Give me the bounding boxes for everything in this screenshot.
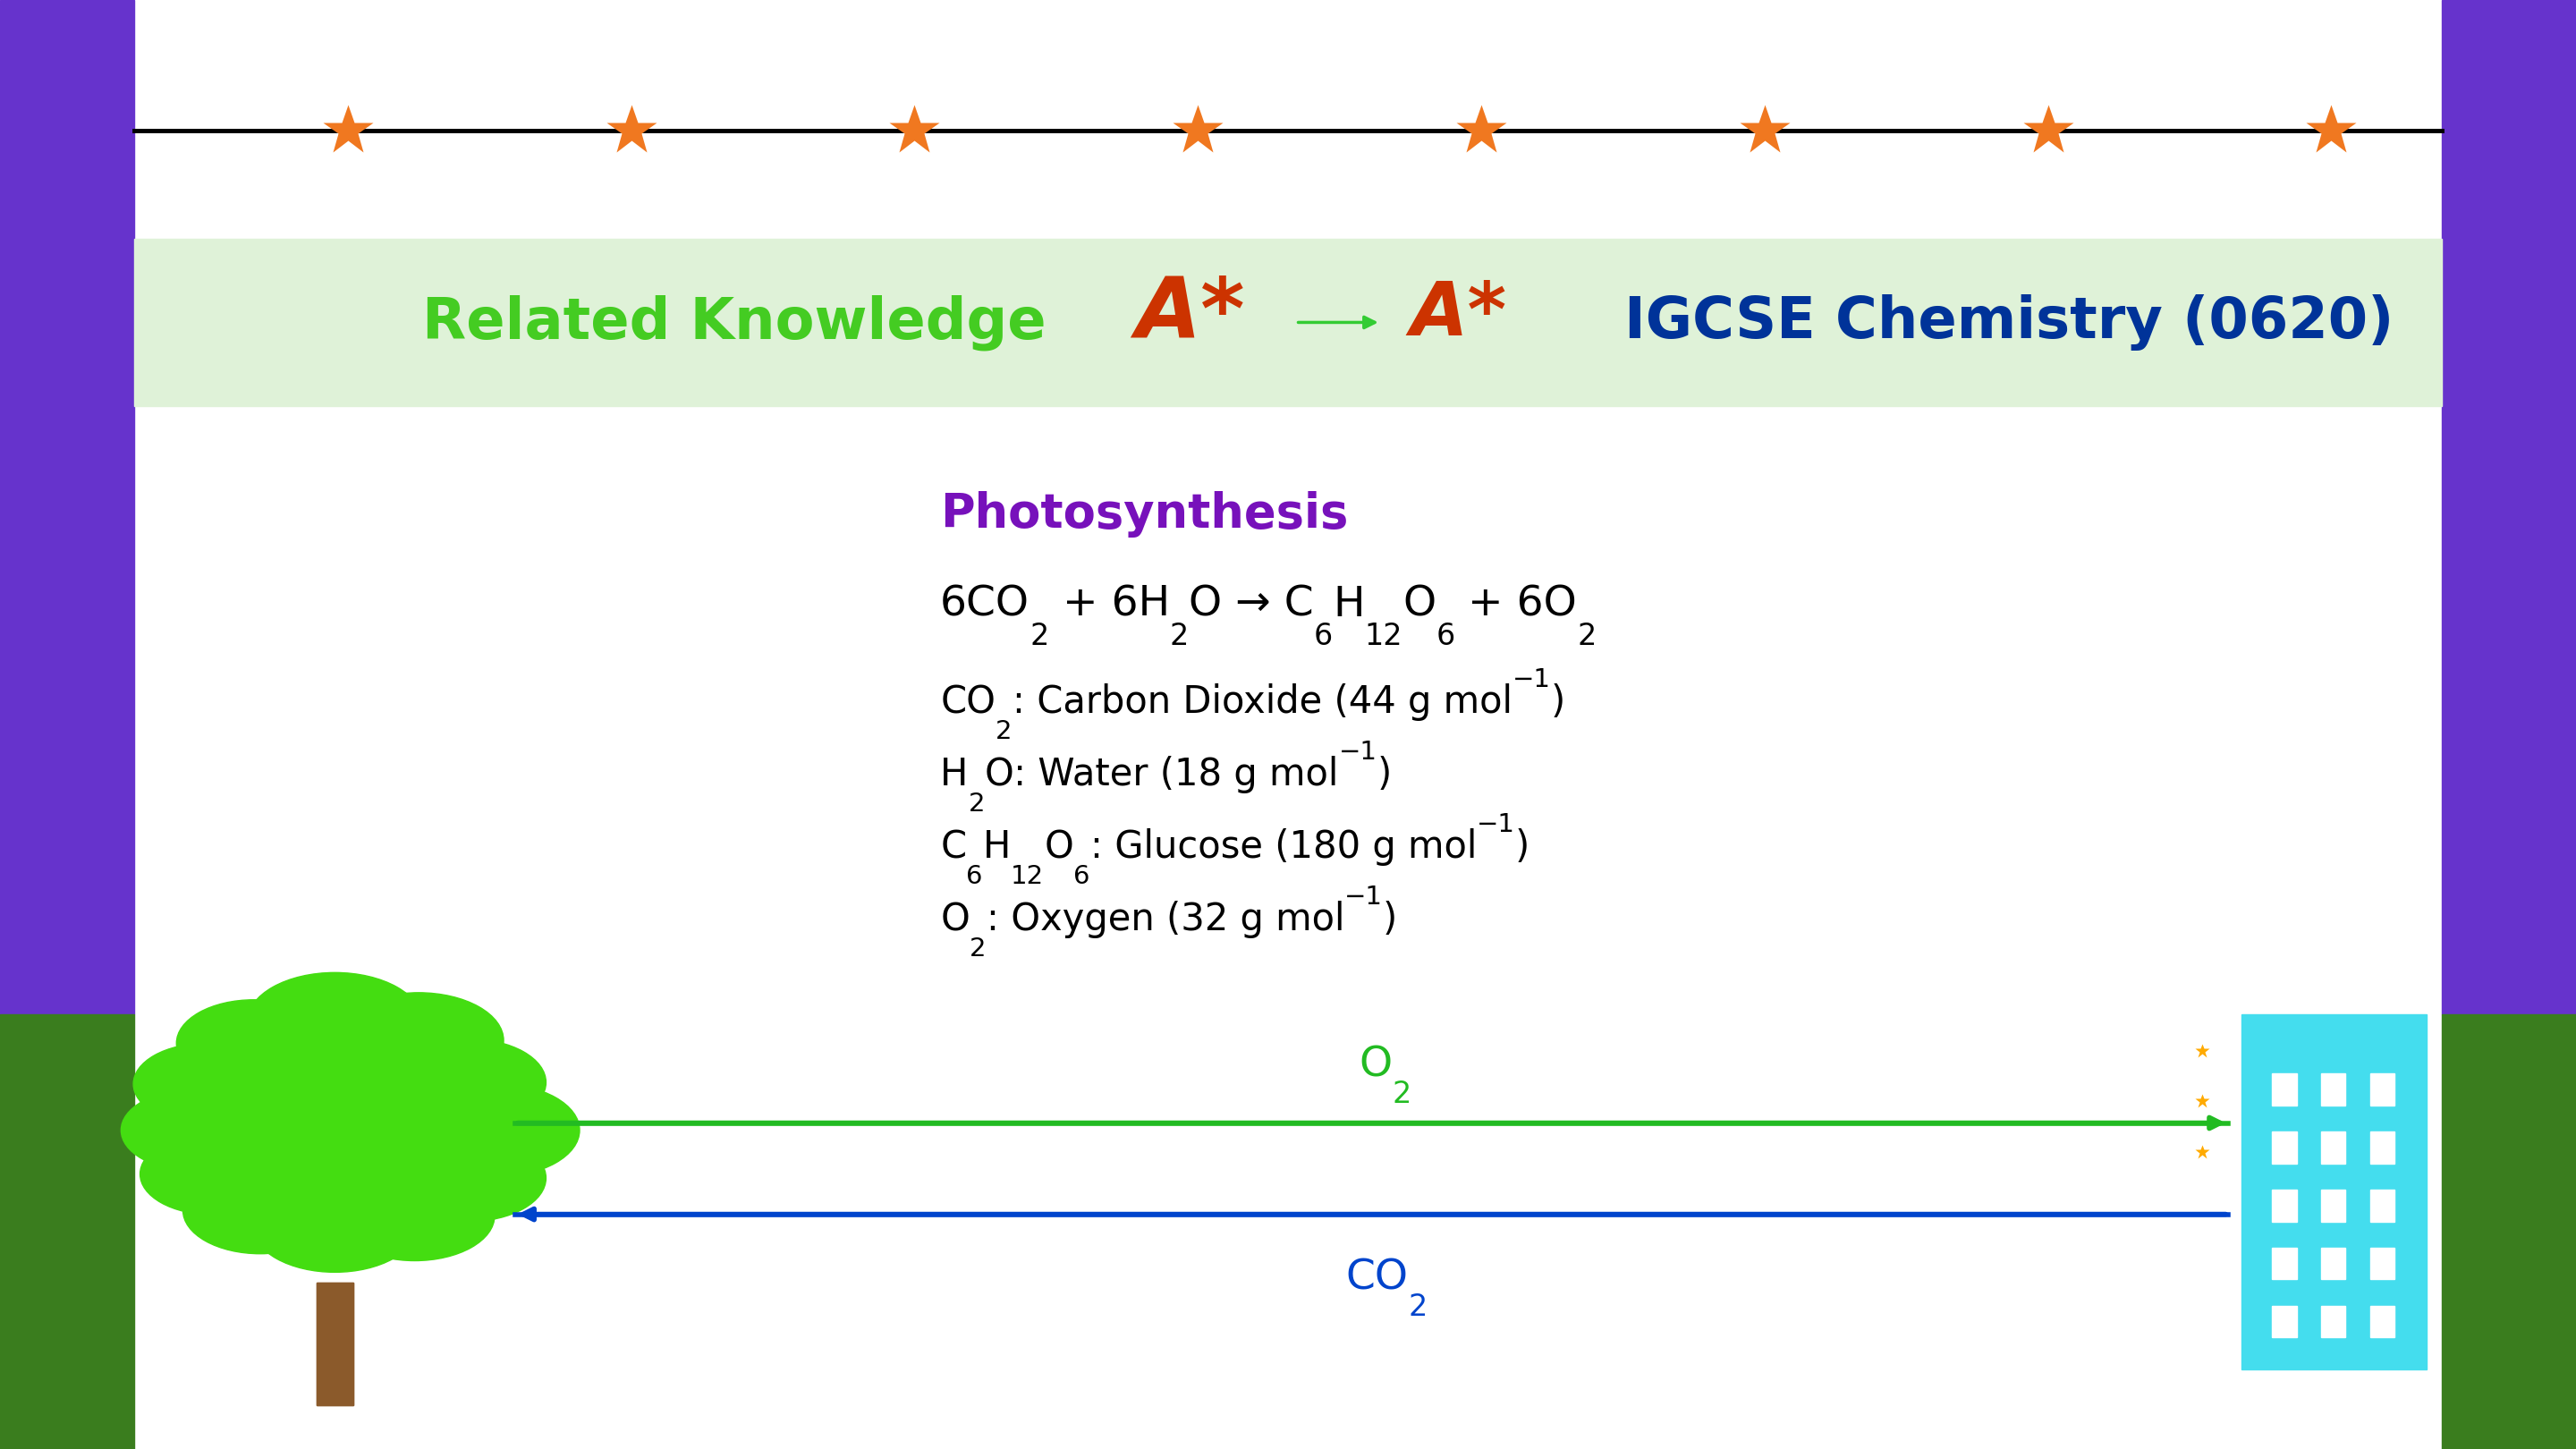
Circle shape [415, 1084, 580, 1177]
Bar [2272, 1306, 2295, 1337]
Text: : Carbon Dioxide (44 g mol: : Carbon Dioxide (44 g mol [1012, 684, 1512, 722]
Text: ): ) [1378, 756, 1391, 794]
Text: CO: CO [1345, 1258, 1409, 1298]
Circle shape [139, 1133, 283, 1214]
Circle shape [392, 1135, 546, 1222]
Text: H: H [940, 756, 969, 794]
Text: A*: A* [1136, 272, 1244, 355]
Text: −1: −1 [1512, 667, 1551, 693]
Circle shape [392, 1039, 546, 1126]
Text: 2: 2 [1391, 1080, 1412, 1108]
Bar [0, 0, 134, 1014]
Bar [317, 1282, 353, 1406]
Text: 2: 2 [1030, 622, 1048, 651]
Text: O: Water (18 g mol: O: Water (18 g mol [984, 756, 1340, 794]
Text: 6: 6 [1435, 622, 1455, 651]
Text: ): ) [1383, 901, 1396, 939]
Text: O: O [1360, 1045, 1391, 1085]
Text: 6CO: 6CO [940, 584, 1030, 625]
Text: 2: 2 [969, 791, 984, 817]
Text: −1: −1 [1340, 739, 1378, 765]
Bar [2370, 1074, 2393, 1106]
Circle shape [252, 1179, 417, 1272]
Text: CO: CO [940, 684, 997, 722]
Text: 6: 6 [966, 864, 984, 890]
Bar [2321, 1248, 2344, 1279]
Text: 2: 2 [1409, 1293, 1427, 1321]
Text: H: H [984, 829, 1010, 867]
Text: O: O [1043, 829, 1074, 867]
Text: Related Knowledge: Related Knowledge [422, 294, 1046, 351]
Bar [2272, 1132, 2295, 1164]
Text: −1: −1 [1345, 884, 1383, 910]
Bar [2442, 0, 2576, 1014]
Text: 2: 2 [997, 719, 1012, 745]
Text: : Oxygen (32 g mol: : Oxygen (32 g mol [987, 901, 1345, 939]
Text: A*: A* [1409, 278, 1507, 351]
Text: + 6H: + 6H [1048, 584, 1170, 625]
Circle shape [121, 1090, 265, 1171]
Bar [2241, 1014, 2427, 1369]
Bar [2370, 1248, 2393, 1279]
Bar [2272, 1248, 2295, 1279]
Bar [2272, 1190, 2295, 1222]
Text: O → C: O → C [1188, 584, 1314, 625]
Bar [2321, 1132, 2344, 1164]
Circle shape [335, 1171, 495, 1261]
Bar [2272, 1074, 2295, 1106]
Text: −1: −1 [1476, 811, 1515, 838]
Circle shape [185, 1046, 484, 1214]
Text: O: O [1401, 584, 1435, 625]
Bar [2321, 1190, 2344, 1222]
Text: 6: 6 [1314, 622, 1332, 651]
Bar [317, 1282, 353, 1406]
Circle shape [134, 1043, 278, 1124]
Text: H: H [1332, 584, 1365, 625]
Text: 12: 12 [1010, 864, 1043, 890]
Text: ): ) [1551, 684, 1566, 722]
Text: : Glucose (180 g mol: : Glucose (180 g mol [1090, 829, 1476, 867]
Text: 12: 12 [1365, 622, 1401, 651]
Circle shape [183, 1166, 337, 1253]
Circle shape [247, 972, 422, 1071]
Circle shape [335, 993, 505, 1088]
Bar [0, 1014, 134, 1449]
Bar [134, 239, 2442, 406]
Bar [2321, 1074, 2344, 1106]
Bar [2442, 1014, 2576, 1449]
Bar [2370, 1306, 2393, 1337]
Text: 2: 2 [969, 936, 987, 962]
Text: ): ) [1515, 829, 1530, 867]
Text: C: C [940, 829, 966, 867]
Text: + 6O: + 6O [1455, 584, 1577, 625]
Circle shape [178, 1000, 332, 1087]
Text: 6: 6 [1074, 864, 1090, 890]
Text: 2: 2 [1577, 622, 1597, 651]
Text: O: O [940, 901, 969, 939]
Text: Photosynthesis: Photosynthesis [940, 491, 1347, 538]
Text: 2: 2 [1170, 622, 1188, 651]
Bar [2370, 1132, 2393, 1164]
Text: IGCSE Chemistry (0620): IGCSE Chemistry (0620) [1625, 294, 2393, 351]
Bar [2321, 1306, 2344, 1337]
Bar [2370, 1190, 2393, 1222]
